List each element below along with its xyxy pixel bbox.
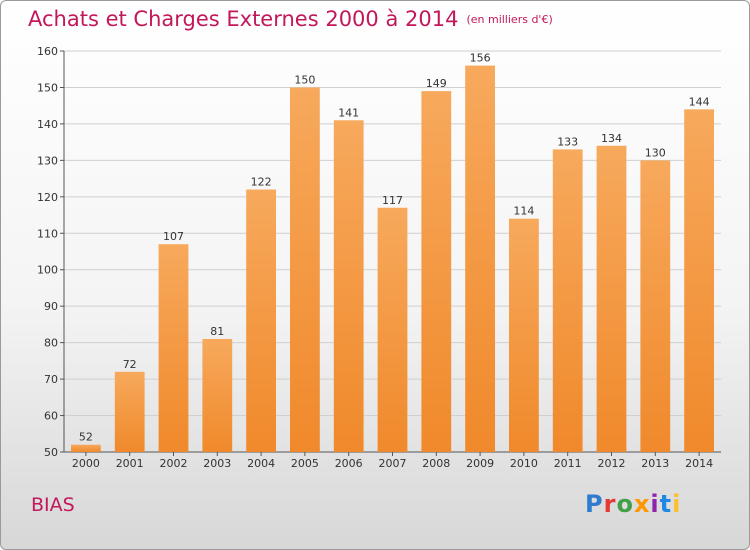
y-tick-label: 130: [37, 154, 58, 167]
y-tick-label: 110: [37, 227, 58, 240]
bar-value-label: 133: [557, 135, 578, 148]
bar-value-label: 130: [645, 146, 666, 159]
chart-unit: (en milliers d'€): [466, 13, 553, 26]
bar: [158, 244, 189, 452]
x-tick-label: 2002: [160, 457, 188, 470]
logo-letter: i: [650, 490, 660, 518]
bar: [114, 371, 145, 452]
x-tick-label: 2008: [422, 457, 450, 470]
bar-value-label: 134: [601, 132, 622, 145]
logo-letter: r: [603, 490, 617, 518]
bar: [465, 65, 495, 452]
bar: [377, 207, 408, 452]
bar: [421, 91, 452, 452]
x-tick-label: 2007: [379, 457, 407, 470]
logo-letter: x: [633, 490, 651, 518]
logo-letter: o: [616, 490, 634, 518]
bar-value-label: 72: [123, 358, 137, 371]
y-tick-label: 150: [37, 81, 58, 94]
bar-value-label: 150: [294, 73, 315, 86]
proxiti-logo: Proxiti: [585, 490, 681, 518]
y-tick-label: 80: [44, 337, 58, 350]
bar-value-label: 122: [251, 176, 272, 189]
y-tick-label: 70: [44, 373, 58, 386]
x-tick-label: 2014: [685, 457, 713, 470]
y-tick-label: 60: [44, 410, 58, 423]
x-tick-label: 2004: [247, 457, 275, 470]
bar-value-label: 117: [382, 194, 403, 207]
bar: [290, 87, 320, 453]
bar-value-label: 52: [79, 431, 93, 444]
x-tick-label: 2003: [203, 457, 231, 470]
x-tick-label: 2000: [72, 457, 100, 470]
x-tick-label: 2006: [335, 457, 363, 470]
logo-letter: t: [659, 490, 673, 518]
logo-letter: i: [672, 490, 682, 518]
x-tick-label: 2010: [510, 457, 538, 470]
bar: [684, 109, 714, 452]
bar: [552, 149, 583, 452]
bar-value-label: 81: [210, 325, 224, 338]
x-tick-label: 2001: [116, 457, 144, 470]
chart-title-block: Achats et Charges Externes 2000 à 2014 (e…: [28, 7, 553, 31]
y-tick-label: 50: [44, 446, 58, 459]
bar-value-label: 114: [513, 205, 534, 218]
x-tick-label: 2012: [598, 457, 626, 470]
bar-value-label: 144: [689, 95, 710, 108]
logo-letter: P: [585, 490, 604, 518]
y-tick-label: 100: [37, 264, 58, 277]
bar: [202, 338, 233, 452]
bar: [596, 145, 627, 453]
y-tick-label: 140: [37, 118, 58, 131]
y-tick-label: 120: [37, 191, 58, 204]
y-tick-label: 160: [37, 45, 58, 58]
y-tick-label: 90: [44, 300, 58, 313]
bar: [640, 160, 671, 452]
x-tick-label: 2013: [641, 457, 669, 470]
bar: [71, 444, 101, 452]
x-tick-label: 2009: [466, 457, 494, 470]
bar: [246, 189, 276, 452]
bar: [509, 218, 539, 452]
bar: [333, 120, 364, 452]
bar-value-label: 149: [426, 77, 447, 90]
chart-title: Achats et Charges Externes 2000 à 2014: [28, 7, 459, 31]
x-tick-label: 2005: [291, 457, 319, 470]
bar-value-label: 107: [163, 230, 184, 243]
bar-value-label: 156: [470, 52, 491, 65]
commune-name: BIAS: [31, 494, 75, 516]
bar-value-label: 141: [338, 106, 359, 119]
x-tick-label: 2011: [554, 457, 582, 470]
